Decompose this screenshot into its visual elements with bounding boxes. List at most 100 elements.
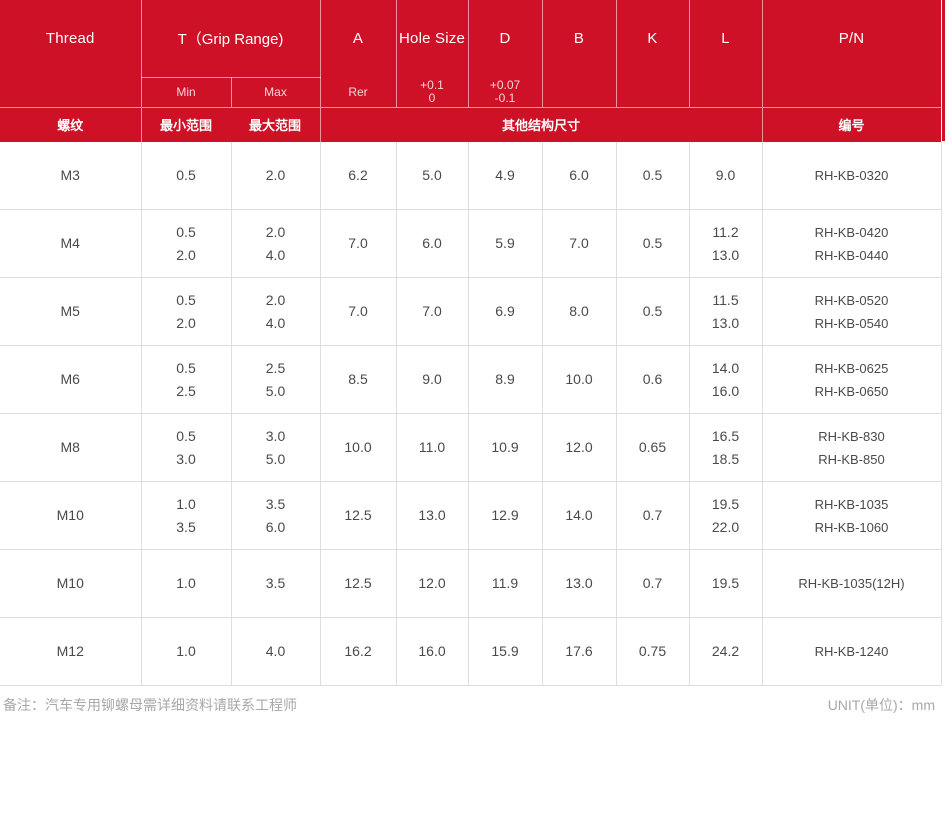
cell-hole-size: 9.0 xyxy=(395,345,469,414)
cell-max: 3.0 5.0 xyxy=(230,413,321,482)
header-hole-size-tolerance: +0.1 0 xyxy=(420,78,444,105)
cell-d: 6.9 xyxy=(467,277,543,346)
cell-a: 7.0 xyxy=(319,277,397,346)
header-cn-max: 最大范围 xyxy=(248,118,301,134)
footer-note: 备注：汽车专用铆螺母需详细资料请联系工程师 xyxy=(3,697,297,713)
cell-d: 12.9 xyxy=(467,481,543,550)
cell-a: 6.2 xyxy=(319,141,397,210)
table-body: M3 0.5 2.0 6.2 5.0 4.9 6.0 0.5 9.0 RH-KB… xyxy=(0,141,942,686)
header-cn-pn: 编号 xyxy=(762,107,942,142)
table-footer: 备注：汽车专用铆螺母需详细资料请联系工程师 UNIT(单位)：mm xyxy=(0,695,945,715)
rivet-nut-spec-table: Thread T（Grip Range) A Rer Hole Size +0.1 … xyxy=(0,0,942,686)
cell-min: 1.0 xyxy=(140,617,232,686)
cell-hole-size: 5.0 xyxy=(395,141,469,210)
header-hole-size: Hole Size +0.1 0 xyxy=(396,0,469,108)
cell-hole-size: 7.0 xyxy=(395,277,469,346)
header-grip-range: T（Grip Range) xyxy=(141,0,321,78)
header-a: A Rer xyxy=(320,0,397,108)
cell-thread: M12 xyxy=(0,617,142,686)
table-header: Thread T（Grip Range) A Rer Hole Size +0.1 … xyxy=(0,0,942,142)
cell-min: 0.5 2.0 xyxy=(140,209,232,278)
cell-l: 11.5 13.0 xyxy=(688,277,763,346)
cell-thread: M5 xyxy=(0,277,142,346)
header-thread: Thread xyxy=(0,0,142,108)
cell-k: 0.5 xyxy=(615,209,690,278)
cell-d: 4.9 xyxy=(467,141,543,210)
cell-l: 11.2 13.0 xyxy=(688,209,763,278)
header-k-label: K xyxy=(647,30,658,47)
cell-min: 0.5 2.5 xyxy=(140,345,232,414)
cell-thread: M8 xyxy=(0,413,142,482)
cell-max: 2.0 4.0 xyxy=(230,277,321,346)
cell-a: 8.5 xyxy=(319,345,397,414)
cell-thread: M10 xyxy=(0,481,142,550)
cell-l: 19.5 22.0 xyxy=(688,481,763,550)
cell-a: 7.0 xyxy=(319,209,397,278)
cell-pn: RH-KB-0320 xyxy=(761,141,942,210)
header-l-label: L xyxy=(721,30,730,47)
cell-d: 11.9 xyxy=(467,549,543,618)
header-d: D +0.07 -0.1 xyxy=(468,0,543,108)
cell-min: 0.5 3.0 xyxy=(140,413,232,482)
cell-min: 1.0 3.5 xyxy=(140,481,232,550)
cell-l: 14.0 16.0 xyxy=(688,345,763,414)
header-pn: P/N xyxy=(762,0,942,108)
cell-min: 1.0 xyxy=(140,549,232,618)
cell-max: 2.0 xyxy=(230,141,321,210)
header-a-sublabel: Rer xyxy=(348,84,368,99)
table-row: M10 1.0 3.5 12.5 12.0 11.9 13.0 0.7 19.5… xyxy=(0,549,942,618)
header-l: L xyxy=(689,0,763,108)
table-row: M12 1.0 4.0 16.2 16.0 15.9 17.6 0.75 24.… xyxy=(0,617,942,686)
header-d-tolerance: +0.07 -0.1 xyxy=(489,78,521,105)
cell-max: 3.5 6.0 xyxy=(230,481,321,550)
cell-thread: M10 xyxy=(0,549,142,618)
cell-hole-size: 16.0 xyxy=(395,617,469,686)
cell-l: 9.0 xyxy=(688,141,763,210)
header-b: B xyxy=(542,0,617,108)
cell-thread: M4 xyxy=(0,209,142,278)
cell-hole-size: 13.0 xyxy=(395,481,469,550)
cell-l: 19.5 xyxy=(688,549,763,618)
cell-b: 12.0 xyxy=(541,413,617,482)
cell-pn: RH-KB-0625 RH-KB-0650 xyxy=(761,345,942,414)
table-row: M6 0.5 2.5 2.5 5.0 8.5 9.0 8.9 10.0 0.6 … xyxy=(0,345,942,414)
table-row: M4 0.5 2.0 2.0 4.0 7.0 6.0 5.9 7.0 0.5 1… xyxy=(0,209,942,278)
cell-b: 10.0 xyxy=(541,345,617,414)
cell-pn: RH-KB-830 RH-KB-850 xyxy=(761,413,942,482)
cell-l: 24.2 xyxy=(688,617,763,686)
cell-k: 0.7 xyxy=(615,481,690,550)
cell-max: 2.5 5.0 xyxy=(230,345,321,414)
cell-a: 12.5 xyxy=(319,481,397,550)
cell-max: 4.0 xyxy=(230,617,321,686)
cell-pn: RH-KB-0520 RH-KB-0540 xyxy=(761,277,942,346)
header-d-label: D xyxy=(499,30,511,47)
cell-l: 16.5 18.5 xyxy=(688,413,763,482)
cell-pn: RH-KB-0420 RH-KB-0440 xyxy=(761,209,942,278)
table-row: M8 0.5 3.0 3.0 5.0 10.0 11.0 10.9 12.0 0… xyxy=(0,413,942,482)
cell-hole-size: 12.0 xyxy=(395,549,469,618)
cell-k: 0.6 xyxy=(615,345,690,414)
cell-b: 6.0 xyxy=(541,141,617,210)
cell-min: 0.5 xyxy=(140,141,232,210)
cell-k: 0.7 xyxy=(615,549,690,618)
cell-d: 5.9 xyxy=(467,209,543,278)
header-a-label: A xyxy=(352,30,364,47)
cell-b: 13.0 xyxy=(541,549,617,618)
cell-b: 17.6 xyxy=(541,617,617,686)
header-min: Min xyxy=(141,77,232,108)
cell-b: 8.0 xyxy=(541,277,617,346)
header-max: Max xyxy=(231,77,321,108)
cell-b: 7.0 xyxy=(541,209,617,278)
footer-unit: UNIT(单位)：mm xyxy=(827,697,935,713)
cell-a: 12.5 xyxy=(319,549,397,618)
header-thread-label: Thread xyxy=(45,30,95,47)
cell-k: 0.5 xyxy=(615,141,690,210)
cell-d: 10.9 xyxy=(467,413,543,482)
cell-k: 0.75 xyxy=(615,617,690,686)
header-cn-thread: 螺纹 xyxy=(0,107,142,142)
header-hole-size-label: Hole Size xyxy=(399,30,465,47)
cell-thread: M3 xyxy=(0,141,142,210)
cell-a: 10.0 xyxy=(319,413,397,482)
cell-a: 16.2 xyxy=(319,617,397,686)
spec-sheet-page: Thread T（Grip Range) A Rer Hole Size +0.1 … xyxy=(0,0,945,715)
